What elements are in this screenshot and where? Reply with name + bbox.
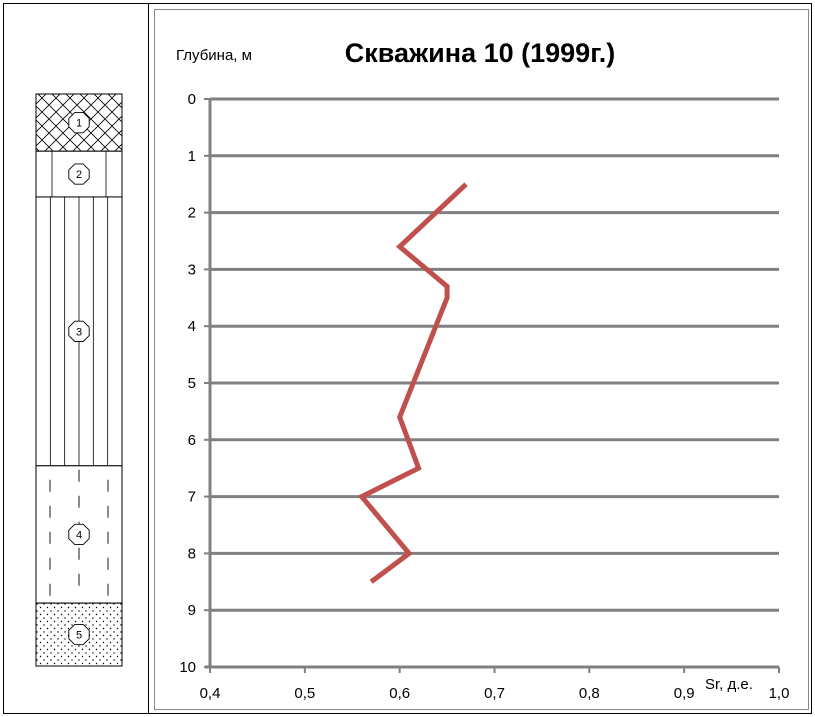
- y-tick-label: 2: [188, 205, 196, 222]
- y-tick-label: 1: [188, 148, 196, 165]
- layer-number: 1: [76, 118, 82, 130]
- lithology-layer: 3: [35, 196, 123, 467]
- data-series: [357, 182, 468, 584]
- layer-number: 4: [76, 529, 82, 541]
- layer-badge: [68, 623, 90, 646]
- y-tick-label: 3: [188, 261, 196, 278]
- layer-badge: [68, 320, 90, 342]
- y-tick-label: 5: [188, 375, 196, 392]
- layer-badge: [68, 163, 90, 185]
- y-tick-label: 0: [188, 91, 196, 108]
- x-tick-label: 0,8: [579, 685, 600, 702]
- y-tick-label: 8: [188, 545, 196, 562]
- lithology-layer: 4: [35, 465, 123, 604]
- axes: [204, 98, 780, 673]
- y-tick-label: 7: [188, 489, 196, 506]
- x-tick-label: 0,7: [484, 685, 505, 702]
- lithology-column: 1 2 3 4 5: [35, 93, 123, 667]
- lithology-layer: 2: [35, 150, 123, 198]
- x-tick-label: 1,0: [769, 685, 790, 702]
- series-line: [357, 182, 468, 584]
- chart-frame: [154, 9, 809, 710]
- x-tick-labels: 0,4 0,5 0,6 0,7 0,8 0,9 1,0: [200, 685, 790, 702]
- column-divider: [148, 3, 149, 714]
- y-tick-label: 4: [188, 318, 196, 335]
- y-tick-label: 10: [179, 659, 196, 676]
- layer-number: 2: [76, 169, 82, 181]
- chart-title: Скважина 10 (1999г.): [345, 38, 615, 68]
- lithology-layer: 5: [35, 602, 123, 667]
- layer-badge: [68, 111, 90, 134]
- layer-number: 3: [76, 326, 82, 338]
- lithology-layer: 1: [35, 93, 123, 152]
- layer-number: 5: [76, 630, 82, 642]
- y-axis-title: Глубина, м: [176, 47, 252, 64]
- x-tick-label: 0,9: [674, 685, 695, 702]
- x-tick-label: 0,4: [200, 685, 221, 702]
- y-tick-label: 6: [188, 432, 196, 449]
- y-tick-labels: 0 1 2 3 4 5 6 7 8 9 10: [179, 91, 196, 676]
- y-tick-label: 9: [188, 602, 196, 619]
- x-tick-label: 0,5: [294, 685, 315, 702]
- outer-frame: [3, 3, 812, 714]
- x-tick-label: 0,6: [389, 685, 410, 702]
- x-axis-title: Sr, д.е.: [705, 676, 753, 693]
- layer-badge: [68, 523, 90, 546]
- grid-lines: [210, 97, 779, 612]
